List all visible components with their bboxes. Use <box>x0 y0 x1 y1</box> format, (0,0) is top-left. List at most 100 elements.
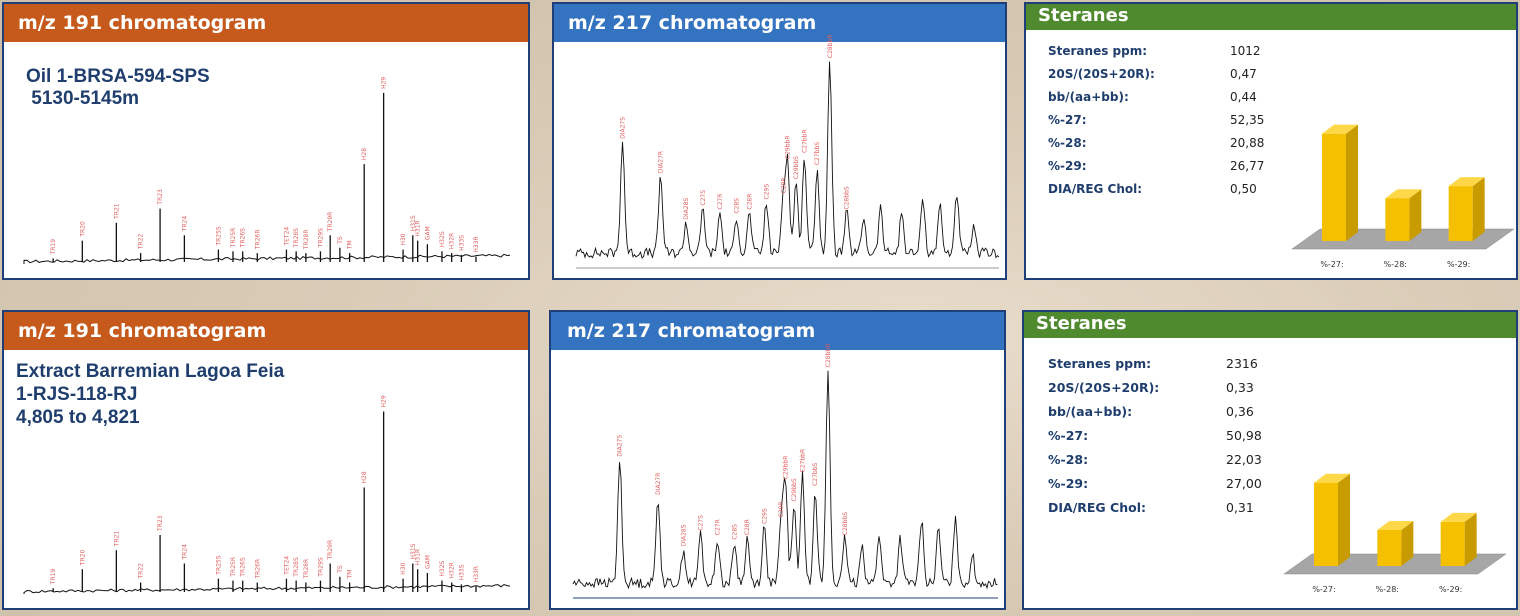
peak-label: DIA28S <box>681 524 688 546</box>
x-tick-label: %-28: <box>1384 260 1407 269</box>
bar-top <box>1385 189 1422 199</box>
sample-line: 4,805 to 4,821 <box>16 407 140 428</box>
row-label: bb/(aa+bb): <box>1048 90 1129 104</box>
chromatogram-trace <box>575 61 1000 259</box>
steranes-bar-chart-2: %-27: %-28: %-29: <box>1283 473 1507 594</box>
row-label: %-29: <box>1048 159 1087 173</box>
row-label: Steranes ppm: <box>1048 44 1148 58</box>
bar <box>1448 186 1473 241</box>
m217-panel-2: m/z 217 chromatogram DIA27S DIA27R DIA28S C… <box>549 310 1006 610</box>
peak-label: C29S <box>763 184 770 200</box>
sample-line: 1-RJS-118-RJ <box>16 384 138 405</box>
sample-line: 5130-5145m <box>26 88 140 109</box>
bar <box>1385 198 1410 241</box>
steranes-bar-chart-1: %-27: %-28: %-29: <box>1291 124 1515 269</box>
peak-label: TR25R <box>230 557 237 578</box>
peak-label: DIA28S <box>683 198 690 220</box>
peak-label: C28S <box>732 524 739 540</box>
row-label: DIA/REG Chol: <box>1048 500 1146 515</box>
bar <box>1322 133 1346 241</box>
peak-label: C29bbS <box>791 478 798 501</box>
x-tick-label: %-29: <box>1439 585 1462 594</box>
peak-label: C29R <box>780 177 787 193</box>
peak-label: TR26S <box>240 228 247 248</box>
sample-line: Oil 1-BRSA-594-SPS <box>26 66 210 87</box>
sample-name-1: Oil 1-BRSA-594-SPS 5130-5145m <box>26 66 210 110</box>
peak-label: TR19 <box>50 569 57 586</box>
x-tick-label: %-27: <box>1312 585 1335 594</box>
row-value: 52,35 <box>1230 113 1265 127</box>
bar <box>1377 530 1402 566</box>
peak-label: H31R <box>415 549 422 565</box>
peak-label: H33R <box>473 236 480 252</box>
m191-panel-2: m/z 191 chromatogram TR19 TR20 TR21 TR22 TR2… <box>2 310 530 610</box>
peak-label: DIA27R <box>655 473 662 495</box>
bar-top <box>1322 124 1358 134</box>
peak-label: TR28S <box>293 228 300 248</box>
peak-label: C27S <box>698 515 705 531</box>
peak-label: C29bbR <box>785 135 792 159</box>
peak-label: H33S <box>458 235 465 251</box>
peak-label: TR23 <box>157 515 164 532</box>
m191-chromatogram-2: TR19 TR20 TR21 TR22 TR23 TR24 TR25S TR25R TR26S T… <box>23 395 511 594</box>
peak-label: TS <box>337 236 344 245</box>
row-label: %-27: <box>1048 113 1087 127</box>
peak-label: GAM <box>424 555 431 569</box>
peak-label: C27bbS <box>814 142 821 165</box>
x-tick-label: %-27: <box>1320 260 1343 269</box>
peak-label: H30 <box>400 233 407 245</box>
row-value: 2316 <box>1226 356 1258 371</box>
peak-label: TR29R <box>327 212 334 233</box>
row-label: %-29: <box>1048 476 1089 491</box>
peak-label: C28bbR <box>827 34 834 58</box>
peak-label: TR20 <box>79 221 86 238</box>
peak-label: C28R <box>744 519 751 535</box>
bar-side <box>1401 521 1414 566</box>
row-value: 20,88 <box>1230 136 1265 150</box>
peak-label: C28R <box>746 194 753 210</box>
peak-label: H31R <box>415 220 422 236</box>
peak-label: TR24 <box>181 216 188 233</box>
steranes-header-2: Steranes <box>1024 312 1516 338</box>
peak-label: C29bbS <box>793 156 800 179</box>
m217-header-2: m/z 217 chromatogram <box>551 312 1004 350</box>
peak-label: C27bbR <box>801 129 808 153</box>
peak-label: TM <box>347 240 354 250</box>
peak-label: TR26S <box>240 557 247 577</box>
peak-label: C27bbS <box>812 462 819 485</box>
row-value: 50,98 <box>1226 428 1262 443</box>
row-label: 20S/(20S+20R): <box>1048 67 1155 81</box>
chromatogram-trace <box>572 370 998 590</box>
peak-label: H32S <box>439 560 446 576</box>
chromatogram-baseline <box>23 583 511 594</box>
peak-label: TR22 <box>138 233 145 250</box>
row-value: 1012 <box>1230 44 1261 58</box>
chromatogram-baseline <box>23 253 511 264</box>
peak-label: C27R <box>717 194 724 210</box>
row-value: 0,44 <box>1230 90 1257 104</box>
peak-label: C28bbS <box>842 512 849 535</box>
row-value: 0,31 <box>1226 500 1254 515</box>
peak-label: C27S <box>700 190 707 206</box>
peak-label: TR21 <box>113 203 120 220</box>
peak-label: C28S <box>734 198 741 214</box>
peak-label: C28bbR <box>825 344 832 368</box>
bar <box>1440 521 1465 566</box>
peak-label: H30 <box>400 562 407 574</box>
row-value: 0,36 <box>1226 404 1254 419</box>
bar-top <box>1377 521 1414 531</box>
m217-chromatogram-2: DIA27S DIA27R DIA28S C27S C27R C28S C28R C29S C2… <box>572 344 998 599</box>
m217-panel-1: m/z 217 chromatogram DIA27S DIA27R DIA28S C… <box>552 2 1007 280</box>
peak-label: C29bbR <box>783 456 790 480</box>
bar-side <box>1346 124 1358 241</box>
row-label: %-28: <box>1048 136 1087 150</box>
peak-label: GAM <box>424 226 431 240</box>
peak-label: TR28R <box>303 229 310 250</box>
bar-side <box>1338 473 1350 566</box>
bar-top <box>1448 177 1485 187</box>
row-label: %-27: <box>1048 428 1089 443</box>
x-tick-label: %-28: <box>1376 585 1399 594</box>
peak-label: H29 <box>381 395 388 407</box>
row-label: DIA/REG Chol: <box>1048 182 1143 196</box>
peak-label: C27R <box>715 519 722 535</box>
